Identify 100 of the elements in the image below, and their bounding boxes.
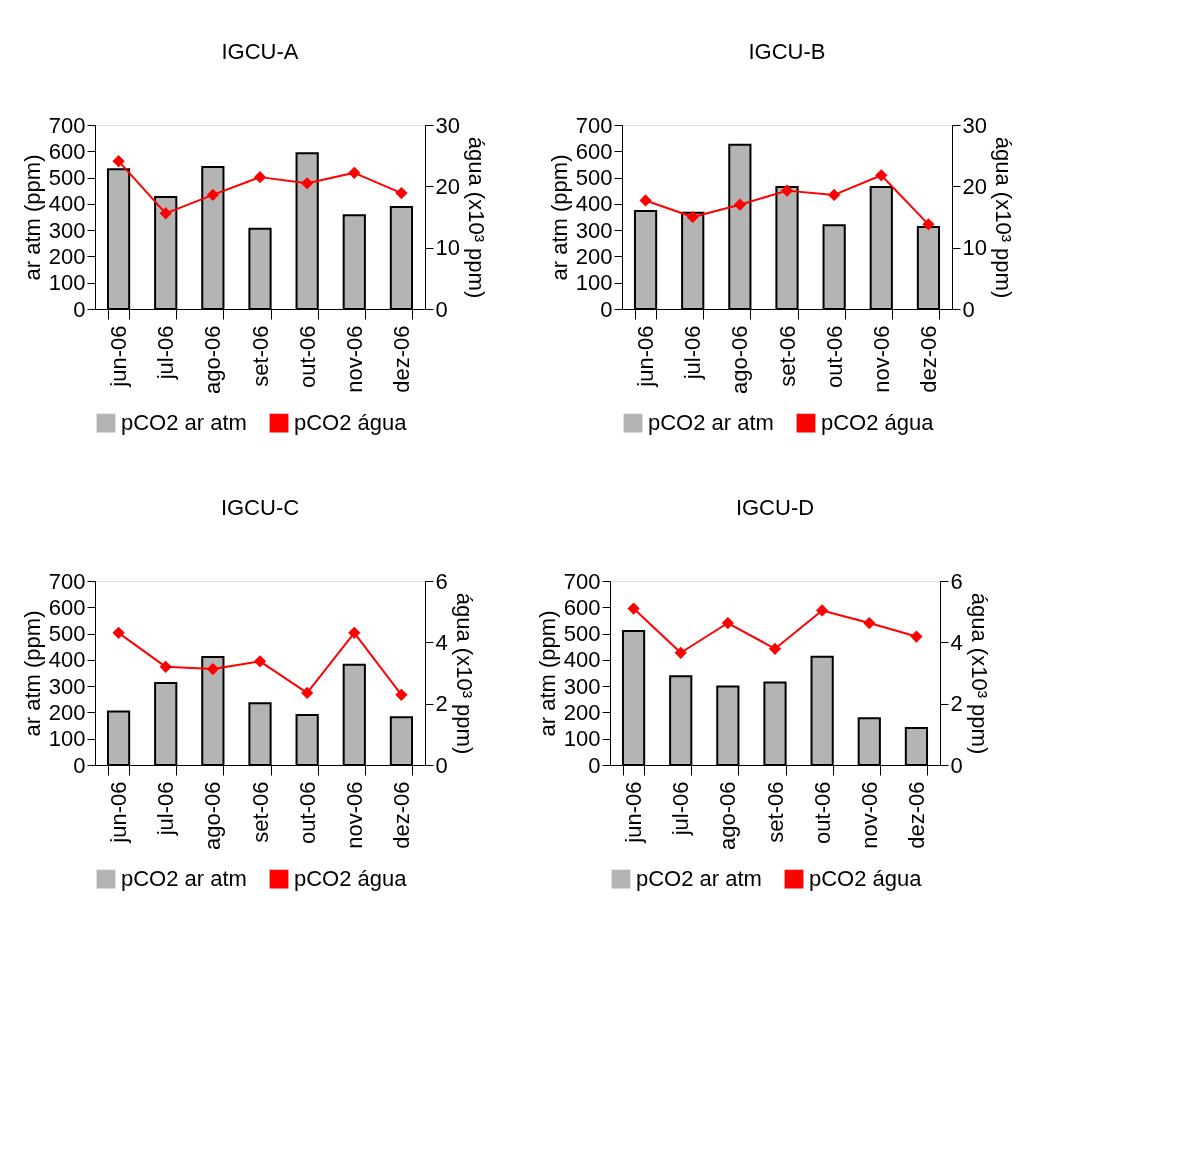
y-tick-label: 0 [73,296,86,322]
point [206,188,219,202]
x-tick-label: jun-06 [106,781,132,844]
y2-tick-label: 20 [962,173,987,199]
x-tick-label: jun-06 [106,325,132,388]
y2-tick-label: 0 [962,296,975,322]
y-tick-label: 400 [563,647,601,673]
y-tick-label: 0 [600,296,613,322]
y2-tick-label: 4 [950,629,963,655]
y-tick-label: 0 [73,752,86,778]
y-tick-label: 500 [563,621,601,647]
legend-label: pCO2 ar atm [648,410,774,436]
x-tick-label: dez-06 [915,325,941,393]
y2-axis-title: água (x10³ ppm) [451,592,477,755]
chart-title: IGCU-C [220,495,300,520]
y2-tick-label: 30 [962,112,987,138]
x-tick-label: ago-06 [200,325,226,395]
point [301,177,314,190]
point [686,210,699,224]
point [395,186,408,200]
y-tick-label: 200 [563,699,601,725]
y-tick-label: 500 [48,621,86,647]
x-tick-label: nov-06 [341,325,367,393]
y-tick-label: 600 [575,138,613,164]
y2-tick-label: 0 [435,296,448,322]
x-tick-label: ago-06 [715,781,741,851]
point [395,688,408,701]
y-tick-label: 400 [575,191,613,217]
x-tick-label: nov-06 [868,325,894,393]
x-tick-label: jul-06 [668,781,694,837]
y-tick-label: 300 [563,673,601,699]
x-tick-label: set-06 [247,781,273,843]
legend-label: pCO2 ar atm [121,866,247,892]
y2-tick-label: 30 [435,112,460,138]
point [159,660,172,673]
y2-tick-label: 10 [435,235,460,261]
point [348,626,361,639]
y2-tick-label: 2 [435,691,448,717]
point [112,155,125,168]
point [816,604,829,617]
x-tick-label: jul-06 [680,325,706,381]
y2-tick-label: 6 [950,568,963,594]
x-tick-label: dez-06 [388,325,414,393]
y2-tick-label: 0 [435,752,448,778]
y2-axis-title: água (x10³ ppm) [966,592,992,755]
point [875,169,888,182]
y2-tick-label: 0 [950,752,963,778]
y-axis-title: ar atm (ppm) [19,610,45,737]
y2-axis-title: água (x10³ ppm) [990,136,1016,299]
point [301,686,314,700]
x-tick-label: out-06 [821,325,847,388]
legend-label: pCO2 ar atm [636,866,762,892]
y-tick-label: 700 [48,568,86,594]
point [159,207,172,220]
y2-tick-label: 20 [435,173,460,199]
point [206,662,219,676]
chart-title: IGCU-D [735,495,815,520]
x-tick-label: nov-06 [341,781,367,849]
point [780,184,794,197]
y-axis-title: ar atm (ppm) [546,154,572,281]
point [253,171,267,184]
y-tick-label: 200 [575,243,613,269]
y-tick-label: 700 [563,568,601,594]
point [922,218,935,231]
point [674,646,687,659]
x-tick-label: set-06 [247,325,273,387]
point [112,626,125,639]
x-tick-label: nov-06 [856,781,882,849]
legend-label: pCO2 água [294,866,408,892]
y-tick-label: 600 [48,138,86,164]
legend-label: pCO2 água [809,866,923,892]
y-tick-label: 0 [588,752,601,778]
y2-tick-label: 10 [962,235,987,261]
y-tick-label: 100 [48,726,86,752]
point [253,655,267,668]
x-tick-label: set-06 [762,781,788,843]
legend-label: pCO2 ar atm [121,410,247,436]
point [639,194,652,207]
point [910,630,923,643]
x-tick-label: jun-06 [633,325,659,388]
y-tick-label: 200 [48,243,86,269]
point [721,616,734,630]
y-tick-label: 700 [575,112,613,138]
y-tick-label: 400 [48,647,86,673]
y-tick-label: 400 [48,191,86,217]
y-tick-label: 300 [48,673,86,699]
y-tick-label: 500 [575,165,613,191]
x-tick-label: ago-06 [727,325,753,395]
y-tick-label: 700 [48,112,86,138]
y-tick-label: 200 [48,699,86,725]
y-tick-label: 300 [48,217,86,243]
legend-label: pCO2 água [294,410,408,436]
chart-title: IGCU-A [221,39,299,64]
x-tick-label: ago-06 [200,781,226,851]
y2-tick-label: 2 [950,691,963,717]
x-tick-label: out-06 [294,325,320,388]
y2-axis-title: água (x10³ ppm) [463,136,489,299]
x-tick-label: out-06 [294,781,320,844]
y-tick-label: 500 [48,165,86,191]
y-tick-label: 100 [48,270,86,296]
